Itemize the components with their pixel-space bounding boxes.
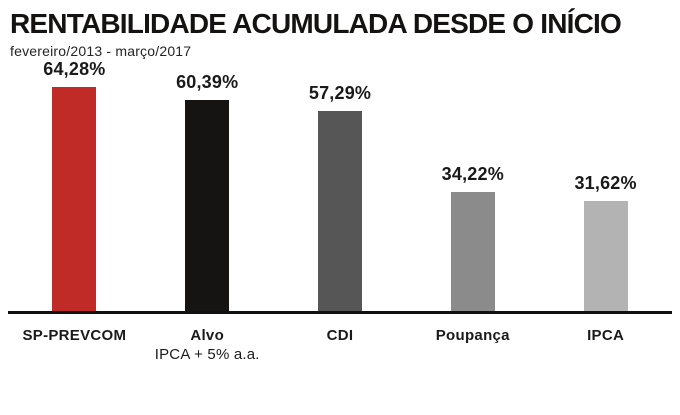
- bar-group-cdi: 57,29%: [274, 83, 407, 312]
- bar-ipca: [583, 201, 628, 312]
- axis-label-sp-prevcom: SP-PREVCOM: [8, 327, 141, 365]
- x-axis-labels: SP-PREVCOM Alvo IPCA + 5% a.a. CDI Poupa…: [0, 327, 680, 365]
- axis-label-poupanca: Poupança: [406, 327, 539, 365]
- bar-cdi: [317, 111, 362, 312]
- axis-label-alvo: Alvo IPCA + 5% a.a.: [141, 327, 274, 365]
- bar-group-ipca: 31,62%: [539, 173, 672, 312]
- category-label: Alvo: [190, 327, 225, 345]
- bar-value-label: 34,22%: [441, 164, 504, 185]
- category-sublabel: IPCA + 5% a.a.: [154, 345, 260, 363]
- bar-alvo: [185, 100, 230, 312]
- category-label: IPCA: [587, 327, 625, 345]
- bar-group-sp-prevcom: 64,28%: [8, 59, 141, 312]
- bar-value-label: 57,29%: [308, 83, 372, 104]
- bar-value-label: 60,39%: [176, 72, 239, 93]
- chart-header: RENTABILIDADE ACUMULADA DESDE O INÍCIO f…: [0, 0, 680, 59]
- axis-label-ipca: IPCA: [539, 327, 672, 365]
- bar-value-label: 31,62%: [574, 173, 637, 194]
- chart-subtitle: fevereiro/2013 - março/2017: [10, 43, 192, 60]
- category-label: SP-PREVCOM: [22, 327, 127, 345]
- category-label: CDI: [326, 327, 354, 345]
- bar-poupanca: [450, 192, 495, 312]
- bar-group-poupanca: 34,22%: [406, 164, 539, 312]
- axis-label-cdi: CDI: [274, 327, 407, 365]
- bar-group-alvo: 60,39%: [141, 72, 274, 312]
- category-label: Poupança: [435, 327, 510, 345]
- x-axis-line: [8, 311, 672, 315]
- chart-title: RENTABILIDADE ACUMULADA DESDE O INÍCIO: [10, 8, 622, 39]
- bar-sp-prevcom: [52, 87, 97, 312]
- bar-value-label: 64,28%: [43, 59, 106, 80]
- bar-chart-plot-area: 64,28% 60,39% 57,29% 34,22% 31,62%: [0, 59, 680, 312]
